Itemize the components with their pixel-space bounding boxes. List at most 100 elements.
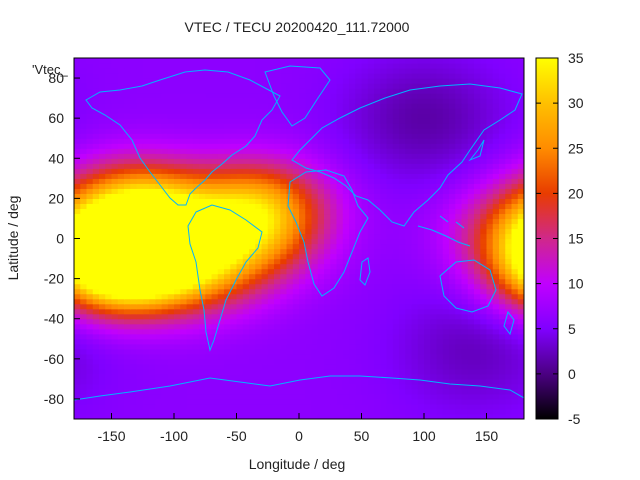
heatmap-cell	[142, 188, 150, 194]
heatmap-cell	[317, 83, 325, 89]
heatmap-cell	[405, 193, 413, 199]
heatmap-cell	[299, 168, 306, 174]
heatmap-cell	[330, 323, 338, 330]
heatmap-cell	[92, 328, 100, 335]
heatmap-cell	[186, 298, 194, 305]
heatmap-cell	[86, 338, 94, 345]
heatmap-cell	[180, 393, 188, 400]
heatmap-cell	[442, 408, 450, 415]
heatmap-cell	[111, 193, 119, 199]
heatmap-cell	[386, 253, 394, 260]
heatmap-cell	[317, 278, 325, 285]
heatmap-cell	[405, 238, 413, 245]
heatmap-cell	[449, 363, 456, 370]
heatmap-cell	[205, 233, 213, 240]
heatmap-cell	[86, 308, 94, 315]
heatmap-cell	[99, 188, 106, 194]
heatmap-cell	[249, 133, 256, 139]
heatmap-cell	[442, 303, 450, 310]
heatmap-cell	[467, 373, 475, 380]
heatmap-cell	[311, 228, 319, 235]
heatmap-cell	[111, 363, 119, 370]
heatmap-cell	[305, 118, 313, 124]
heatmap-cell	[124, 283, 131, 290]
heatmap-cell	[280, 393, 288, 400]
heatmap-cell	[442, 178, 450, 184]
heatmap-cell	[99, 273, 106, 280]
heatmap-cell	[161, 318, 169, 325]
heatmap-cell	[174, 393, 181, 400]
heatmap-cell	[480, 293, 488, 300]
heatmap-cell	[455, 368, 463, 375]
heatmap-cell	[499, 298, 506, 305]
heatmap-cell	[411, 308, 419, 315]
heatmap-cell	[442, 228, 450, 235]
heatmap-cell	[149, 88, 156, 94]
heatmap-cell	[86, 318, 94, 325]
heatmap-cell	[424, 208, 431, 215]
heatmap-cell	[261, 323, 269, 330]
heatmap-cell	[274, 78, 281, 84]
heatmap-cell	[311, 413, 319, 419]
heatmap-cell	[467, 223, 475, 230]
heatmap-cell	[305, 373, 313, 380]
heatmap-cell	[105, 333, 113, 340]
heatmap-cell	[380, 78, 388, 84]
heatmap-cell	[405, 208, 413, 215]
heatmap-cell	[324, 228, 331, 235]
heatmap-cell	[342, 203, 350, 210]
heatmap-cell	[155, 83, 163, 89]
heatmap-cell	[111, 178, 119, 184]
heatmap-cell	[192, 368, 200, 375]
heatmap-cell	[255, 233, 263, 240]
heatmap-cell	[399, 163, 406, 169]
heatmap-cell	[474, 248, 481, 255]
heatmap-cell	[499, 88, 506, 94]
heatmap-cell	[511, 368, 519, 375]
heatmap-cell	[292, 123, 300, 129]
heatmap-cell	[124, 203, 131, 210]
heatmap-cell	[336, 213, 344, 220]
heatmap-cell	[424, 298, 431, 305]
heatmap-cell	[92, 383, 100, 390]
heatmap-cell	[317, 93, 325, 99]
heatmap-cell	[461, 188, 469, 194]
heatmap-cell	[74, 288, 81, 295]
heatmap-cell	[142, 328, 150, 335]
heatmap-cell	[299, 273, 306, 280]
heatmap-cell	[199, 228, 206, 235]
heatmap-cell	[336, 178, 344, 184]
heatmap-cell	[92, 193, 100, 199]
heatmap-cell	[399, 133, 406, 139]
heatmap-cell	[380, 388, 388, 395]
heatmap-cell	[280, 338, 288, 345]
heatmap-cell	[430, 388, 438, 395]
heatmap-cell	[311, 313, 319, 320]
heatmap-cell	[424, 98, 431, 104]
heatmap-cell	[186, 93, 194, 99]
heatmap-cell	[486, 178, 494, 184]
heatmap-cell	[242, 248, 250, 255]
heatmap-cell	[392, 408, 400, 415]
heatmap-cell	[299, 363, 306, 370]
heatmap-cell	[217, 113, 225, 119]
heatmap-cell	[299, 278, 306, 285]
heatmap-cell	[342, 258, 350, 265]
heatmap-cell	[99, 378, 106, 385]
heatmap-cell	[105, 103, 113, 109]
heatmap-cell	[161, 228, 169, 235]
heatmap-cell	[511, 298, 519, 305]
heatmap-cell	[86, 383, 94, 390]
heatmap-cell	[224, 198, 231, 204]
heatmap-cell	[461, 78, 469, 84]
heatmap-cell	[461, 88, 469, 94]
heatmap-cell	[486, 338, 494, 345]
heatmap-cell	[292, 253, 300, 260]
heatmap-cell	[342, 243, 350, 250]
heatmap-cell	[499, 168, 506, 174]
heatmap-cell	[449, 393, 456, 400]
heatmap-cell	[505, 363, 513, 370]
heatmap-cell	[317, 323, 325, 330]
heatmap-cell	[299, 368, 306, 375]
heatmap-cell	[474, 98, 481, 104]
